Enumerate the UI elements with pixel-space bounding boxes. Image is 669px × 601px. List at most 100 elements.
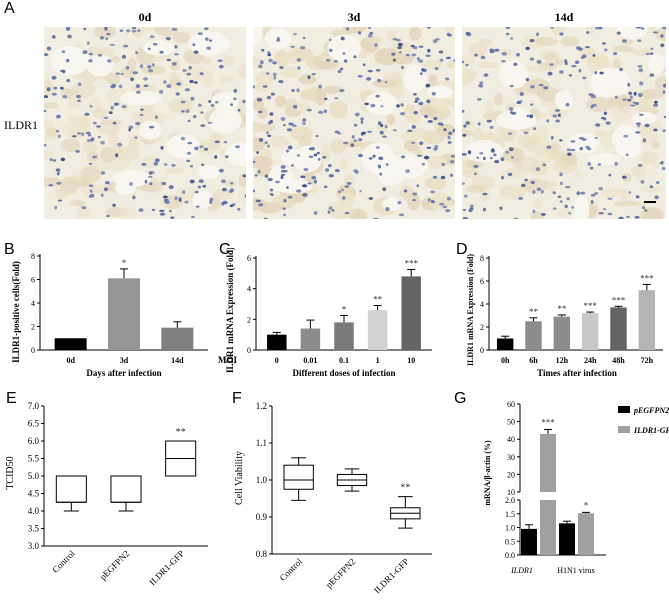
y-tick-label: 2.0 [505,496,515,505]
box-pEGFPN2 [110,475,142,503]
y-tick-label: 6 [31,276,35,285]
x-tick-label: Control [50,548,77,575]
y-tick-label: 8 [31,252,35,261]
y-tick-label: 0.9 [256,512,268,522]
x-tick-label: 0.01 [303,356,317,365]
y-tick-label: 6 [247,254,251,263]
y-tick-label: 0 [31,346,35,355]
bar-0.1 [334,322,354,350]
chart-b-ylabel: ILDR1-positive cells(Fold) [11,261,21,363]
y-tick-label: 3.0 [28,541,40,551]
panel-g-label: G [454,390,467,407]
bar-0.01 [300,328,321,350]
y-tick-label: 3.5 [28,524,40,534]
significance-mark: *** [612,295,626,305]
y-tick-label: 6.5 [28,419,40,429]
chart-e-ylabel: TCID50 [5,456,16,489]
y-tick-label: 0.0 [505,551,515,560]
y-tick-label: 1.0 [505,524,515,533]
chart-c: ILDR1 mRNA Expression (Fold) MOI Differe… [218,248,432,378]
x-tick-label: 48h [612,356,625,365]
chart-d-ylabel: ILDR1 mRNA Expression (Fold) [466,254,475,366]
significance-mark: *** [583,301,597,311]
y-tick-label: 0.8 [256,549,268,559]
y-tick-label: 20 [507,470,515,479]
bar-72h [638,290,656,350]
chart-f: Cell Viability 0.8 0.9 1.0 1.1 1.2 Control pEG… [234,401,432,595]
panel-a-label: A [4,0,15,17]
micrograph-14d [462,27,666,219]
bar-0 [267,334,287,350]
chart-b-xlabel: Days after infection [86,368,161,378]
chart-f-ylabel: Cell Viability [234,451,245,505]
x-tick-label: 24h [584,356,597,365]
x-tick-label-ildr1: ILDR1 [510,566,533,575]
y-tick-label: 5.0 [28,471,40,481]
bar-24h [581,313,599,350]
y-tick-label: 4.0 [28,506,40,516]
panel-d-label: D [456,241,468,258]
bar-6h [525,321,542,350]
x-tick-label: pEGFPN2 [324,556,358,590]
x-tick-label: Control [278,556,305,583]
y-tick-label: 5.5 [28,454,40,464]
bar-10 [401,276,421,350]
box-Control [55,475,87,503]
y-tick-label: 2 [31,323,35,332]
y-tick-label: 1.0 [256,475,268,485]
chart-d: ILDR1 mRNA Expression (Fold) Times after… [466,254,663,378]
chart-c-ylabel: ILDR1 mRNA Expression (Fold) [225,248,235,373]
image-title-3d: 3d [347,10,361,24]
bar-0h [496,338,514,350]
bar-0d [54,338,87,350]
significance-mark: ** [400,483,410,494]
y-tick-label: 2 [247,315,251,324]
y-tick-label: 2 [480,323,484,332]
y-tick-label: 50 [507,418,515,427]
significance-mark: ** [373,295,383,305]
x-tick-label: 72h [641,356,654,365]
bar-14d [161,327,194,350]
x-tick-label: 1 [376,356,380,365]
x-tick-label: ILDR1-GFP [147,548,186,587]
bar-1 [367,310,388,350]
y-tick-label: 1.5 [505,510,515,519]
y-tick-label: 0.5 [505,537,515,546]
panel-b-label: B [4,241,15,258]
significance-mark: *** [640,273,654,283]
x-tick-label: 0d [66,356,75,365]
legend-label: pEGFPN2 [633,406,669,415]
significance-mark: * [584,500,589,510]
bar-48h [610,307,627,350]
image-title-14d: 14d [554,10,574,24]
y-tick-label: 1.1 [256,438,267,448]
y-tick-label: 10 [507,488,515,497]
y-tick-label: 4.5 [28,489,40,499]
bar-12h [553,316,571,350]
x-tick-label: 12h [556,356,569,365]
y-tick-label: 6.0 [28,436,40,446]
significance-mark: *** [541,418,555,428]
significance-mark: ** [176,427,186,438]
y-tick-label: 4 [480,300,484,309]
image-title-0d: 0d [138,10,152,24]
x-tick-label: 0.1 [339,356,349,365]
panel-c-label: C [219,241,231,258]
bar-3d [108,278,140,350]
significance-mark: * [122,258,127,268]
box-Control [283,464,314,490]
chart-g-ylabel: mRNA/β-actin (%) [483,440,492,506]
y-tick-label: 60 [507,400,515,409]
significance-mark: * [342,305,347,315]
chart-c-x-prefix: MOI [218,355,237,365]
bar-ILDR1-GFP-H1N1 virus [578,513,594,555]
panel-e-label: E [6,390,17,407]
legend-swatch-ILDR1-GFP [618,426,630,433]
bar-ILDR1-GFP-ILDR1-upper [540,433,556,492]
panel-f-label: F [232,390,242,407]
y-tick-label: 4 [247,285,251,294]
x-tick-label: ILDR1-GFP [372,556,411,595]
x-tick-label: 0 [275,356,279,365]
x-tick-label-h1n1: H1N1 virus [557,566,595,575]
legend-label: ILDR1-GFP [633,426,669,435]
